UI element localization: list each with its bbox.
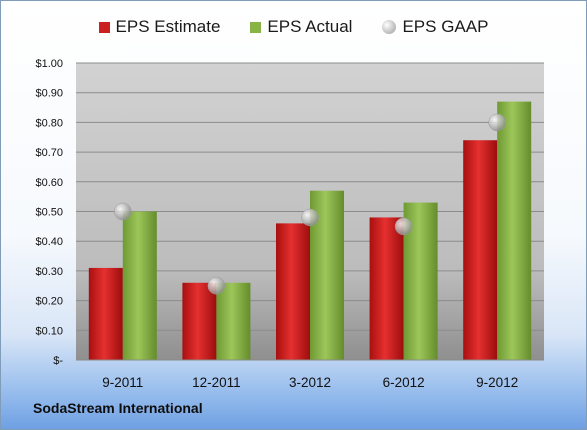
x-tick-label: 9-2011 bbox=[102, 375, 143, 390]
y-tick-label: $0.70 bbox=[35, 147, 63, 159]
bar-eps-estimate bbox=[276, 223, 310, 360]
y-tick-label: $0.50 bbox=[35, 207, 63, 219]
y-tick-label: $- bbox=[53, 355, 63, 367]
marker-eps-gaap bbox=[207, 277, 226, 295]
bar-eps-estimate bbox=[463, 140, 498, 360]
x-tick-label: 9-2012 bbox=[476, 375, 518, 390]
company-name: SodaStream International bbox=[33, 400, 203, 416]
legend-swatch-estimate bbox=[98, 21, 110, 33]
legend-item-estimate: EPS Estimate bbox=[98, 17, 221, 37]
marker-eps-gaap bbox=[301, 208, 319, 227]
x-axis-labels: 9-2011 12-2011 3-2012 6-2012 9-2012 bbox=[102, 375, 518, 390]
marker-eps-gaap bbox=[114, 202, 132, 221]
y-tick-label: $0.30 bbox=[35, 266, 63, 278]
y-axis-ticks: $- $0.10 $0.20 $0.30 $0.40 $0.50 $0.60 $0.70 $0.… bbox=[35, 58, 63, 367]
y-tick-label: $1.00 bbox=[35, 58, 63, 70]
y-tick-label: $0.20 bbox=[35, 296, 63, 308]
legend-item-actual: EPS Actual bbox=[250, 17, 352, 37]
bar-eps-estimate bbox=[369, 217, 404, 360]
y-tick-label: $0.90 bbox=[35, 88, 63, 100]
bars bbox=[88, 101, 532, 361]
legend-item-gaap: EPS GAAP bbox=[382, 17, 488, 37]
chart-legend: EPS Estimate EPS Actual EPS GAAP bbox=[1, 17, 586, 37]
bar-eps-estimate bbox=[182, 282, 217, 360]
bar-eps-actual bbox=[497, 101, 532, 361]
y-tick-label: $0.10 bbox=[35, 325, 63, 337]
legend-label-actual: EPS Actual bbox=[267, 17, 353, 36]
x-tick-label: 3-2012 bbox=[289, 375, 331, 390]
legend-label-gaap: EPS GAAP bbox=[402, 17, 489, 36]
gaap-markers bbox=[114, 113, 506, 295]
marker-eps-gaap bbox=[394, 217, 413, 236]
legend-swatch-actual bbox=[250, 21, 262, 33]
y-tick-label: $0.80 bbox=[35, 117, 63, 129]
y-tick-label: $0.40 bbox=[35, 236, 63, 248]
x-tick-label: 12-2011 bbox=[192, 375, 241, 390]
bar-eps-estimate bbox=[88, 267, 123, 360]
y-tick-label: $0.60 bbox=[35, 177, 63, 189]
bar-eps-actual bbox=[216, 282, 251, 360]
marker-eps-gaap bbox=[488, 113, 506, 132]
bar-eps-actual bbox=[122, 211, 157, 360]
x-tick-label: 6-2012 bbox=[383, 375, 425, 390]
legend-label-estimate: EPS Estimate bbox=[115, 17, 221, 36]
legend-swatch-gaap bbox=[382, 20, 397, 34]
